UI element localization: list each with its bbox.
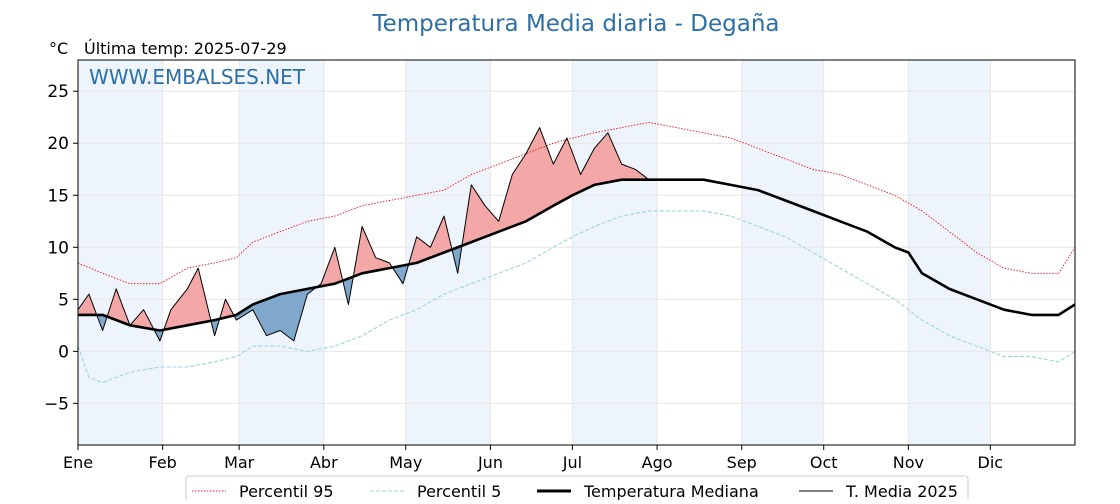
x-tick-label-jul: Jul [562,453,582,472]
y-tick-label: 20 [47,134,69,154]
below-median-fill [97,314,107,331]
below-median-fill [452,245,462,274]
legend-label-p5: Percentil 5 [417,482,501,500]
month-shade-5 [908,60,991,445]
x-tick-label-nov: Nov [893,453,924,472]
x-tick-label-may: May [389,453,422,472]
unit-label: °C [49,39,68,58]
x-tick-label-ene: Ene [63,453,93,472]
legend-item-mediana: Temperatura Mediana [537,482,759,501]
legend-box [185,475,969,504]
chart-title: Temperatura Media diaria - Degaña [371,11,779,37]
x-tick-label-ago: Ago [642,453,673,472]
gridlines [77,60,1075,445]
y-axis-ticks: −5 0 5 10 15 20 25 [44,82,78,414]
month-shade-0 [78,60,163,445]
y-tick-label: 5 [58,290,69,310]
y-tick-label: 25 [47,82,69,102]
legend-label-mediana: Temperatura Mediana [583,482,759,500]
y-tick-label: −5 [44,394,69,414]
above-median-fill [463,127,649,246]
x-tick-label-jun: Jun [477,453,503,472]
above-median-fill [78,294,96,315]
x-axis-ticks: Ene Feb Mar Abr May Jun Jul Ago Sep Oct Nov Dic [63,445,1003,472]
p95-line [78,121,1075,285]
month-shade-1 [239,60,324,445]
watermark-text: WWW.EMBALSES.NET [89,65,306,89]
month-shade-4 [741,60,824,445]
x-tick-label-abr: Abr [310,453,338,472]
plot-frame [77,59,1076,446]
y-tick-label: 0 [58,342,69,362]
series-lines [78,121,1075,384]
x-tick-label-mar: Mar [224,453,255,472]
median-line [78,178,1075,332]
above-median-fill [409,216,451,265]
below-median-fill [343,277,353,305]
legend-label-media-2025: T. Media 2025 [845,482,958,500]
legend: Percentil 95 Percentil 5 Temperatura Med… [185,475,969,504]
above-median-fill [164,268,211,330]
above-median-fill [353,226,393,277]
p5-line [78,210,1075,384]
legend-item-p5: Percentil 5 [370,482,501,501]
above-median-fill [220,299,234,319]
below-median-fill [211,319,219,336]
month-shade-3 [572,60,658,445]
above-median-fill [317,247,342,288]
y-tick-label: 15 [47,186,69,206]
legend-label-p95: Percentil 95 [239,482,334,500]
x-tick-label-oct: Oct [810,453,838,472]
month-shading [78,60,991,445]
below-median-fill [393,264,409,284]
x-tick-label-sep: Sep [727,453,757,472]
anomaly-fills [78,127,649,341]
legend-item-media-2025: T. Media 2025 [799,482,958,501]
x-tick-label-feb: Feb [149,453,177,472]
y-tick-label: 10 [47,238,69,258]
below-median-fill [235,287,316,341]
x-tick-label-dic: Dic [978,453,1004,472]
legend-item-p95: Percentil 95 [192,482,334,501]
above-median-fill [108,288,154,330]
last-temp-label: Última temp: 2025-07-29 [84,39,287,58]
media-2025-line [78,127,650,342]
